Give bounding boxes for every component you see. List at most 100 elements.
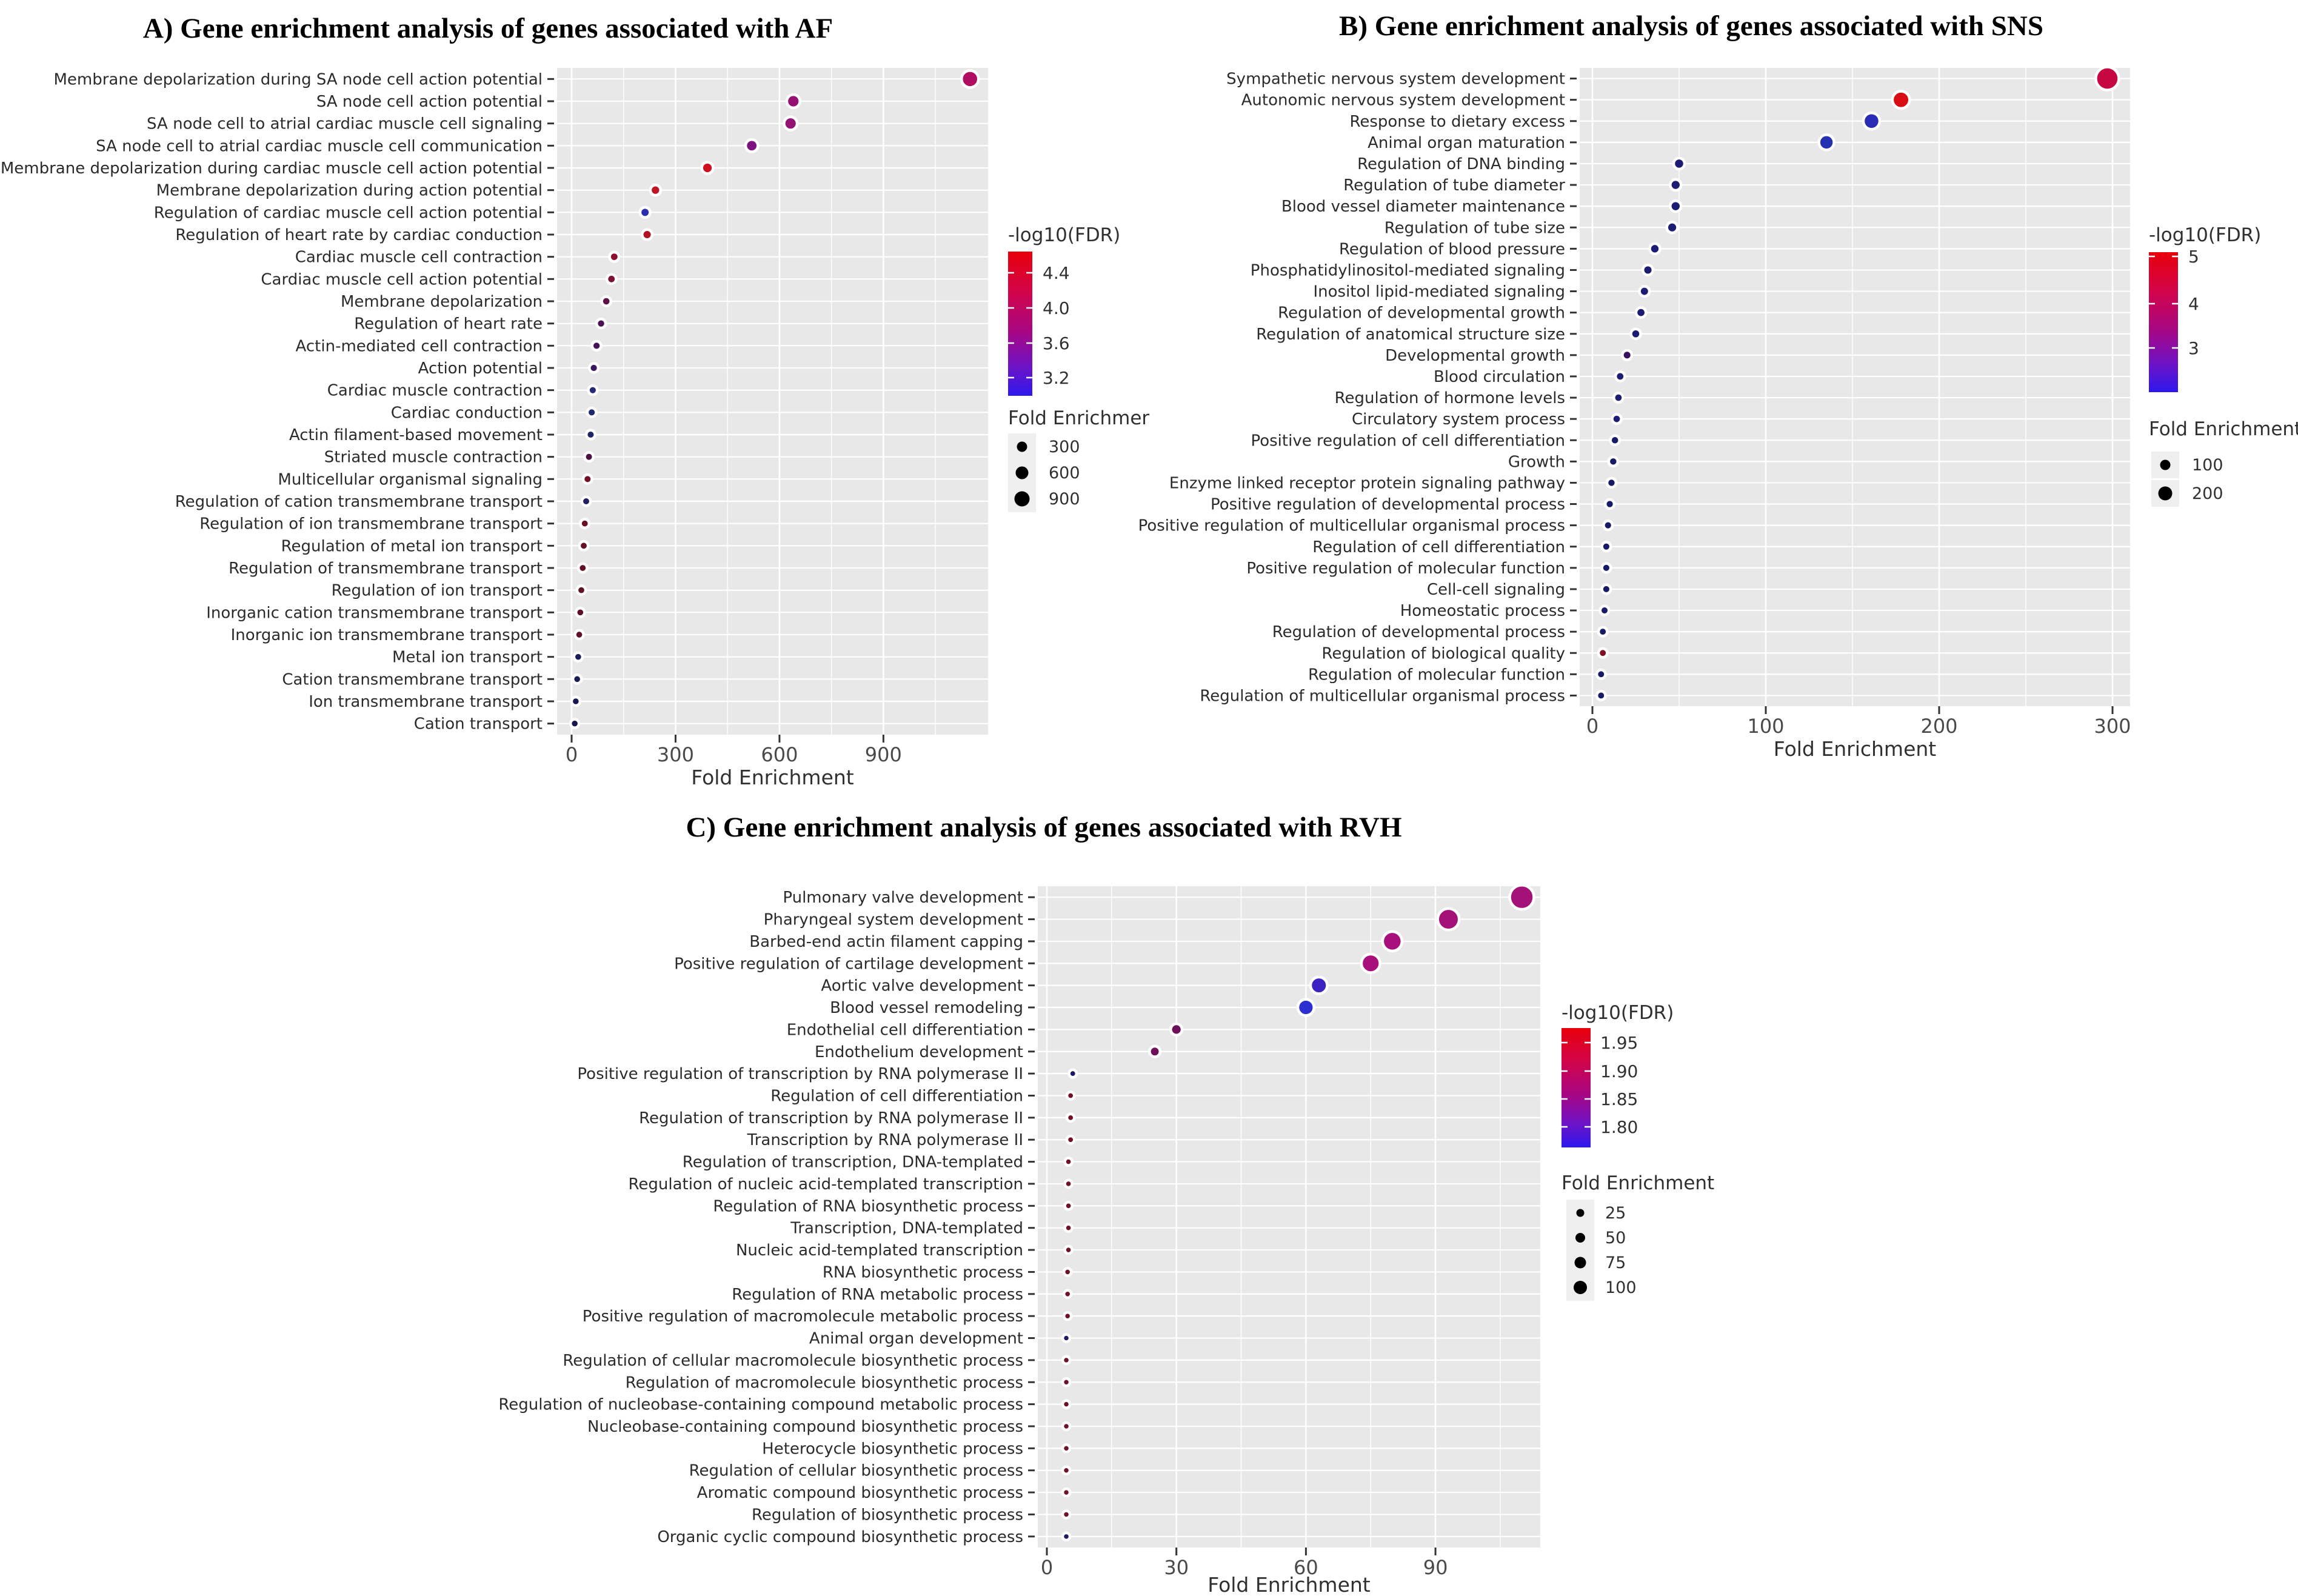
- category-label: Blood vessel diameter maintenance: [1281, 198, 1565, 216]
- data-point: [1665, 221, 1679, 235]
- category-label: Positive regulation of transcription by …: [577, 1065, 1023, 1083]
- category-label: Regulation of heart rate by cardiac cond…: [175, 226, 543, 244]
- data-point: [1629, 327, 1642, 341]
- category-label: Regulation of metal ion transport: [281, 537, 543, 555]
- data-point: [783, 115, 799, 132]
- category-label: Cardiac muscle contraction: [327, 382, 543, 400]
- data-point: [1603, 498, 1616, 510]
- data-point: [1612, 392, 1625, 404]
- category-label: Autonomic nervous system development: [1241, 92, 1565, 110]
- category-label: Inorganic ion transmembrane transport: [231, 626, 543, 644]
- category-label: Enzyme linked receptor protein signaling…: [1169, 474, 1565, 492]
- data-point: [785, 93, 801, 110]
- category-label: Positive regulation of molecular functio…: [1246, 559, 1565, 578]
- x-tick-label: 90: [1423, 1556, 1448, 1579]
- plot-area: [557, 68, 988, 735]
- x-tick-label: 100: [1747, 715, 1784, 738]
- colorbar-tick-label: 5: [2188, 247, 2199, 267]
- data-point: [571, 673, 583, 685]
- data-point: [2094, 65, 2120, 92]
- data-point: [1605, 476, 1618, 489]
- colorbar-title: -log10(FDR): [1008, 224, 1120, 246]
- data-point: [1602, 519, 1614, 532]
- category-label: SA node cell to atrial cardiac muscle ce…: [147, 115, 543, 133]
- data-point: [1061, 1333, 1072, 1343]
- panel-a-title: A) Gene enrichment analysis of genes ass…: [142, 13, 833, 44]
- data-point: [1597, 626, 1609, 638]
- panel-c: Pulmonary valve development Pharyngeal sy…: [498, 883, 1714, 1596]
- category-label: Nucleic acid-templated transcription: [736, 1241, 1023, 1260]
- category-label: Regulation of multicellular organismal p…: [1200, 687, 1565, 705]
- x-tick-label: 200: [1920, 715, 1957, 738]
- size-legend-title: Fold Enrichmer: [1008, 407, 1149, 429]
- category-label: Regulation of cell differentiation: [1312, 538, 1565, 556]
- category-label: Regulation of blood pressure: [1339, 240, 1565, 258]
- category-label: Aortic valve development: [821, 977, 1023, 995]
- x-tick-label: 30: [1164, 1556, 1189, 1579]
- x-tick-label: 0: [566, 743, 578, 766]
- category-label: Phosphatidylinositol-mediated signaling: [1251, 261, 1565, 279]
- data-point: [1595, 690, 1607, 701]
- data-point: [1062, 1267, 1073, 1277]
- data-point: [605, 273, 618, 285]
- category-label: Regulation of transcription by RNA polym…: [639, 1109, 1023, 1127]
- x-tick-label: 300: [657, 743, 694, 766]
- category-label: RNA biosynthetic process: [823, 1263, 1023, 1281]
- size-legend-dot: [1017, 441, 1027, 452]
- data-point: [1061, 1531, 1072, 1542]
- category-label: Developmental growth: [1385, 347, 1565, 365]
- category-label: Regulation of tube size: [1384, 219, 1565, 237]
- data-point: [595, 317, 607, 330]
- data-point: [1611, 413, 1623, 425]
- category-label: Actin filament-based movement: [289, 426, 543, 444]
- colorbar-tick-label: 1.85: [1600, 1089, 1638, 1109]
- colorbar-tick-label: 4: [2188, 294, 2199, 314]
- data-point: [1621, 349, 1634, 361]
- data-point: [1061, 1377, 1072, 1387]
- data-point: [1061, 1421, 1072, 1432]
- category-label: Membrane depolarization during SA node c…: [53, 70, 543, 88]
- category-label: Transcription by RNA polymerase II: [747, 1131, 1023, 1149]
- data-point: [1598, 604, 1611, 616]
- category-label: Regulation of cardiac muscle cell action…: [154, 204, 543, 222]
- category-label: Regulation of hormone levels: [1335, 389, 1565, 407]
- colorbar-tick-label: 1.90: [1600, 1061, 1638, 1081]
- data-point: [579, 518, 591, 530]
- category-label: Regulation of developmental process: [1272, 623, 1565, 641]
- category-label: Inositol lipid-mediated signaling: [1313, 283, 1565, 301]
- x-axis-title: Fold Enrichment: [1207, 1573, 1371, 1594]
- data-point: [1067, 1068, 1078, 1079]
- category-label: Multicellular organismal signaling: [278, 470, 543, 489]
- data-point: [1891, 90, 1911, 110]
- category-label: Positive regulation of developmental pro…: [1211, 496, 1565, 514]
- category-label: Ion transmembrane transport: [309, 693, 543, 711]
- data-point: [744, 138, 760, 153]
- data-point: [1595, 668, 1607, 680]
- category-label: Regulation of ion transmembrane transpor…: [199, 515, 543, 533]
- category-label: Regulation of nucleobase-containing comp…: [498, 1396, 1023, 1414]
- category-label: Action potential: [418, 359, 543, 378]
- data-point: [1061, 1509, 1072, 1520]
- category-label: Circulatory system process: [1352, 410, 1565, 429]
- size-legend-title: Fold Enrichment: [2149, 418, 2298, 440]
- data-point: [578, 539, 590, 552]
- category-label: Regulation of cell differentiation: [770, 1087, 1023, 1105]
- plot-area: [1580, 68, 2130, 706]
- size-legend-label: 900: [1049, 490, 1080, 509]
- data-point: [1360, 952, 1381, 974]
- category-label: Regulation of tube diameter: [1343, 176, 1565, 195]
- data-point: [587, 362, 600, 374]
- data-point: [641, 228, 654, 241]
- data-point: [1063, 1178, 1074, 1189]
- data-point: [576, 562, 589, 574]
- data-point: [1061, 1443, 1072, 1454]
- data-point: [581, 473, 593, 485]
- data-point: [1063, 1201, 1074, 1211]
- data-point: [574, 606, 586, 618]
- data-point: [1669, 178, 1683, 192]
- colorbar-tick-label: 3.2: [1043, 368, 1070, 388]
- x-axis-title: Fold Enrichment: [1774, 737, 1937, 761]
- plot-area: [1038, 886, 1540, 1548]
- x-axis-title: Fold Enrichment: [691, 766, 854, 789]
- category-label: Regulation of heart rate: [354, 315, 543, 333]
